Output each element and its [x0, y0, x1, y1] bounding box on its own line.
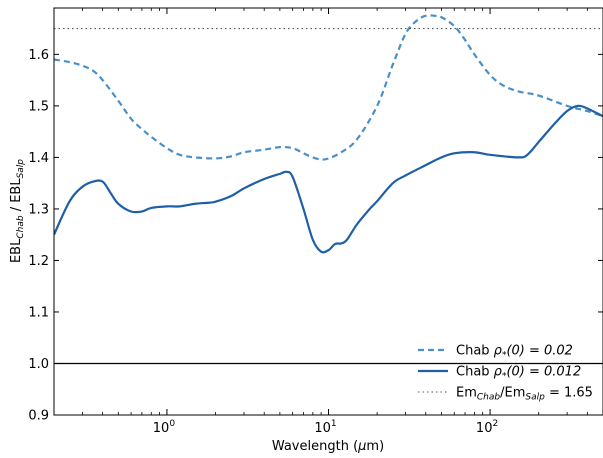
- legend: Chab ρ*(0) = 0.02 Chab ρ*(0) = 0.012 EmCha…: [418, 344, 593, 403]
- y-tick-label: 1.4: [28, 151, 49, 166]
- x-tick-label: 101: [314, 419, 336, 436]
- x-axis-label: Wavelength (μm): [272, 439, 384, 454]
- y-tick-label: 1.5: [28, 99, 49, 114]
- legend-entry-em-ratio: EmChab/EmSalp = 1.65: [418, 386, 593, 403]
- series-line-chab-0-012: [54, 104, 603, 254]
- series-line-chab-0-02: [54, 14, 603, 161]
- y-axis-label: EBLChab / EBLSalp: [9, 159, 26, 263]
- x-tick-label: 100: [153, 419, 176, 436]
- y-tick-label: 1.0: [28, 357, 49, 372]
- axis-ticks: [53, 8, 603, 416]
- y-tick-label: 0.9: [28, 409, 49, 424]
- plot-lines: [54, 14, 603, 365]
- legend-label: Chab ρ*(0) = 0.012: [456, 365, 581, 382]
- x-tick-label: 102: [476, 419, 498, 436]
- y-tick-label: 1.1: [28, 305, 49, 320]
- axis-tick-labels: 0.9 1.0 1.1 1.2 1.3 1.4 1.5 1.6 100 101 102: [28, 48, 498, 436]
- y-tick-label: 1.6: [28, 48, 49, 63]
- legend-label: EmChab/EmSalp = 1.65: [456, 386, 593, 403]
- legend-label: Chab ρ*(0) = 0.02: [456, 344, 573, 361]
- y-tick-label: 1.3: [28, 202, 49, 217]
- legend-entry-chab-0-012: Chab ρ*(0) = 0.012: [418, 365, 581, 382]
- legend-entry-chab-0-02: Chab ρ*(0) = 0.02: [418, 344, 573, 361]
- y-tick-label: 1.2: [28, 254, 49, 269]
